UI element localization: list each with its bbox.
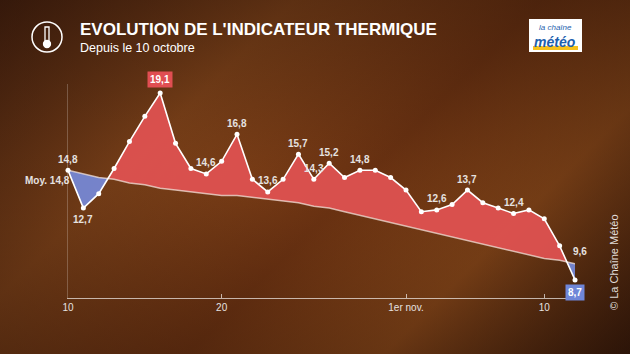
svg-text:1er nov.: 1er nov.: [388, 302, 423, 313]
svg-text:© La Chaîne Météo: © La Chaîne Météo: [608, 214, 620, 310]
svg-text:9,6: 9,6: [573, 246, 587, 257]
svg-text:12,4: 12,4: [504, 197, 524, 208]
svg-text:10: 10: [62, 302, 74, 313]
svg-text:12,7: 12,7: [73, 214, 93, 225]
svg-text:14,3: 14,3: [304, 163, 324, 174]
svg-text:15,2: 15,2: [319, 147, 339, 158]
svg-text:8,7: 8,7: [568, 287, 582, 298]
svg-text:Depuis le 10 octobre: Depuis le 10 octobre: [80, 41, 195, 55]
svg-text:14,8: 14,8: [350, 154, 370, 165]
svg-text:13,6: 13,6: [258, 175, 278, 186]
svg-text:EVOLUTION DE L'INDICATEUR THER: EVOLUTION DE L'INDICATEUR THERMIQUE: [80, 20, 437, 39]
svg-text:13,7: 13,7: [457, 174, 477, 185]
svg-text:20: 20: [216, 302, 228, 313]
svg-text:la chaîne: la chaîne: [539, 23, 572, 32]
svg-text:14,8: 14,8: [58, 154, 78, 165]
svg-text:16,8: 16,8: [227, 118, 247, 129]
svg-text:météo: météo: [534, 34, 576, 50]
svg-text:19,1: 19,1: [150, 74, 170, 85]
svg-text:Moy. 14,8: Moy. 14,8: [25, 175, 70, 186]
svg-text:14,6: 14,6: [196, 157, 216, 168]
svg-text:12,6: 12,6: [427, 193, 447, 204]
svg-text:15,7: 15,7: [288, 138, 308, 149]
svg-text:10: 10: [539, 302, 551, 313]
